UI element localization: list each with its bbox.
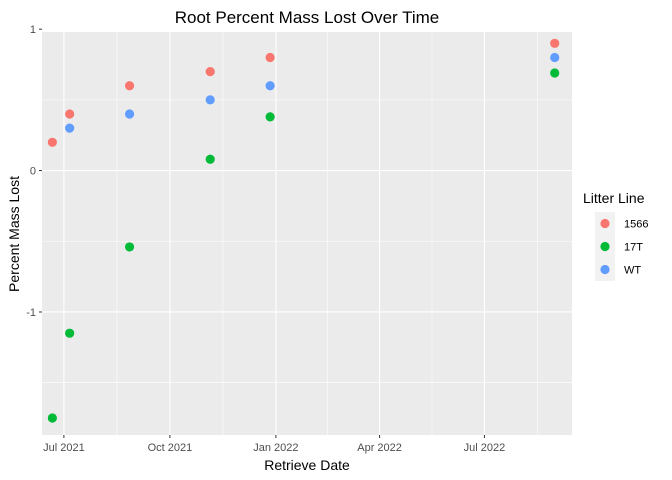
data-point-1566 xyxy=(47,137,57,147)
plot-panel xyxy=(42,32,572,435)
data-point-17T xyxy=(205,154,215,164)
legend: Litter Line 1566 17T WT xyxy=(583,190,648,281)
data-point-1566 xyxy=(65,109,75,119)
x-axis-ticks: Jul 2021 Oct 2021 Jan 2022 Apr 2022 Jul 2022 xyxy=(43,435,505,454)
x-axis-title: Retrieve Date xyxy=(264,457,350,473)
x-tick-label: Oct 2021 xyxy=(148,442,193,454)
legend-marker-WT xyxy=(600,264,610,275)
chart-title: Root Percent Mass Lost Over Time xyxy=(175,8,440,27)
data-point-17T xyxy=(124,242,135,252)
y-tick-label: 1 xyxy=(30,24,36,36)
data-point-1566 xyxy=(550,38,560,48)
x-tick-label: Jul 2021 xyxy=(43,442,85,454)
y-axis-title: Percent Mass Lost xyxy=(6,176,22,292)
grid-lines xyxy=(42,28,572,435)
data-point-WT xyxy=(550,52,560,63)
legend-label-17T: 17T xyxy=(624,242,643,254)
legend-marker-17T xyxy=(600,241,610,252)
data-point-17T xyxy=(65,328,75,338)
y-tick-label: 0 xyxy=(30,166,36,178)
legend-label-1566: 1566 xyxy=(624,219,648,231)
x-tick-label: Jul 2022 xyxy=(464,442,506,454)
data-points xyxy=(47,38,560,423)
legend-title: Litter Line xyxy=(583,190,645,206)
data-point-WT xyxy=(124,109,135,119)
x-tick-label: Jan 2022 xyxy=(253,442,298,454)
data-point-1566 xyxy=(205,66,215,77)
data-point-WT xyxy=(265,81,275,91)
data-point-WT xyxy=(65,123,75,133)
data-point-WT xyxy=(205,95,215,105)
legend-marker-1566 xyxy=(600,218,610,229)
data-point-1566 xyxy=(124,81,135,91)
x-tick-label: Apr 2022 xyxy=(357,442,402,454)
y-axis-ticks: 1 0 -1 xyxy=(26,24,42,319)
data-point-17T xyxy=(265,112,275,122)
y-tick-label: -1 xyxy=(26,307,36,319)
data-point-1566 xyxy=(265,52,275,63)
data-point-17T xyxy=(47,413,57,423)
legend-label-WT: WT xyxy=(624,265,641,277)
data-point-17T xyxy=(550,68,560,78)
